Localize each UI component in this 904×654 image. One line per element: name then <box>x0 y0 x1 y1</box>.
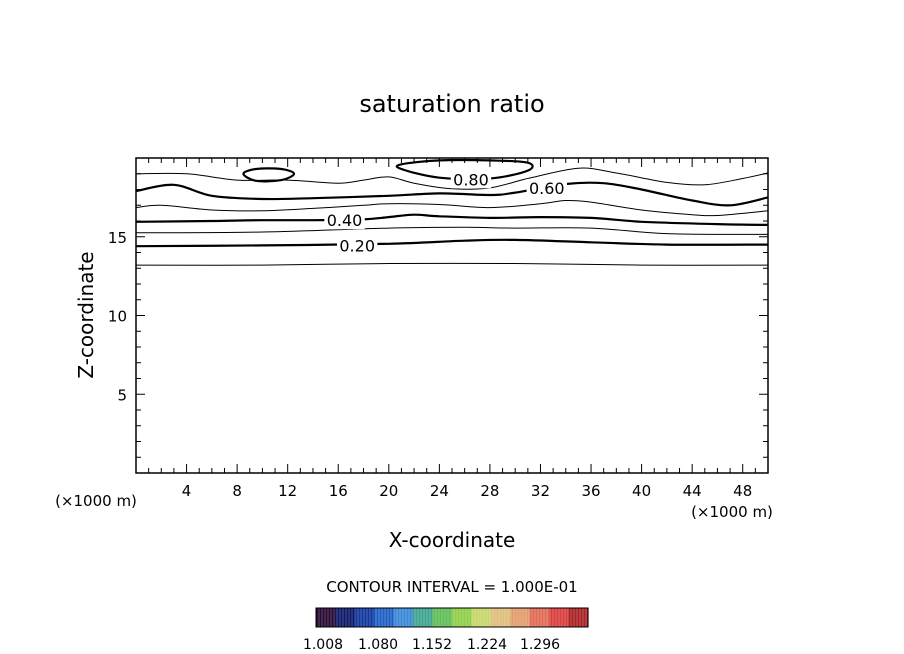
colorbar-swatch <box>413 608 434 627</box>
x-tick-label: 44 <box>683 482 702 500</box>
contour-line <box>136 213 768 226</box>
plot-area: 0.200.400.600.80 4 8 12 16 20 24 28 32 36 40 44 48 … <box>108 157 769 500</box>
colorbar-frame <box>315 607 589 628</box>
y-tick-labels: 5 10 15 <box>108 229 127 405</box>
contour-labels: 0.20 0.40 0.60 0.80 <box>324 170 567 255</box>
x-tick-labels: 4 8 12 16 20 24 28 32 36 40 44 48 <box>182 482 752 500</box>
contour-label-background <box>324 211 365 230</box>
colorbar-swatch <box>393 608 414 627</box>
colorbar-tick-label: 1.224 <box>467 637 507 653</box>
x-tick-label: 4 <box>182 482 192 500</box>
contour-line <box>136 262 768 266</box>
colorbar <box>315 607 589 628</box>
x-tick-label: 24 <box>430 482 449 500</box>
contour-line <box>136 181 768 207</box>
y-tick-label: 15 <box>108 229 127 247</box>
contour-label: 0.20 <box>339 236 375 255</box>
y-axis-label: Z-coordinate <box>74 251 98 378</box>
contour-line <box>136 226 768 235</box>
colorbar-swatch <box>490 608 511 627</box>
colorbar-tick-label: 1.080 <box>358 637 398 653</box>
colorbar-tick-label: 1.152 <box>412 637 452 653</box>
colorbar-swatch <box>529 608 550 627</box>
colorbar-swatch <box>452 608 473 627</box>
colorbar-swatch <box>432 608 453 627</box>
x-axis-label: X-coordinate <box>389 528 516 552</box>
x-tick-label: 8 <box>232 482 242 500</box>
contour-line <box>136 199 768 217</box>
contour-line <box>136 238 768 248</box>
y-tick-label: 10 <box>108 308 127 326</box>
contour-label: 0.60 <box>529 179 565 198</box>
colorbar-swatch <box>316 608 337 627</box>
contour-line <box>395 158 534 181</box>
x-tick-label: 20 <box>379 482 398 500</box>
x-tick-label: 28 <box>480 482 499 500</box>
contour-label-background <box>450 170 492 189</box>
x-unit-label-right: (×1000 m) <box>691 503 773 521</box>
contour-line <box>242 167 296 183</box>
colorbar-swatch <box>374 608 395 627</box>
colorbar-swatch <box>549 608 570 627</box>
colorbar-tick-label: 1.296 <box>520 637 560 653</box>
contour-label: 0.80 <box>453 170 489 189</box>
x-tick-label: 16 <box>329 482 348 500</box>
colorbar-swatch <box>568 608 589 627</box>
axis-ticks <box>136 158 768 473</box>
colorbar-swatch <box>471 608 492 627</box>
contour-interval-note: CONTOUR INTERVAL = 1.000E-01 <box>326 578 577 596</box>
contour-lines <box>136 158 768 266</box>
y-tick-label: 5 <box>117 386 127 404</box>
x-unit-label-left: (×1000 m) <box>55 492 137 510</box>
chart-title: saturation ratio <box>359 90 544 118</box>
x-tick-label: 36 <box>581 482 600 500</box>
contour-label-background <box>337 236 378 255</box>
colorbar-swatch <box>335 608 356 627</box>
x-tick-label: 12 <box>278 482 297 500</box>
contour-label: 0.40 <box>327 211 363 230</box>
colorbar-swatch <box>354 608 375 627</box>
x-tick-label: 48 <box>733 482 752 500</box>
contour-label-background <box>526 178 567 197</box>
colorbar-tick-label: 1.008 <box>303 637 343 653</box>
x-tick-label: 40 <box>632 482 651 500</box>
x-tick-label: 32 <box>531 482 550 500</box>
colorbar-swatch <box>510 608 531 627</box>
colorbar-tick-labels: 1.008 1.080 1.152 1.224 1.296 <box>303 637 560 653</box>
